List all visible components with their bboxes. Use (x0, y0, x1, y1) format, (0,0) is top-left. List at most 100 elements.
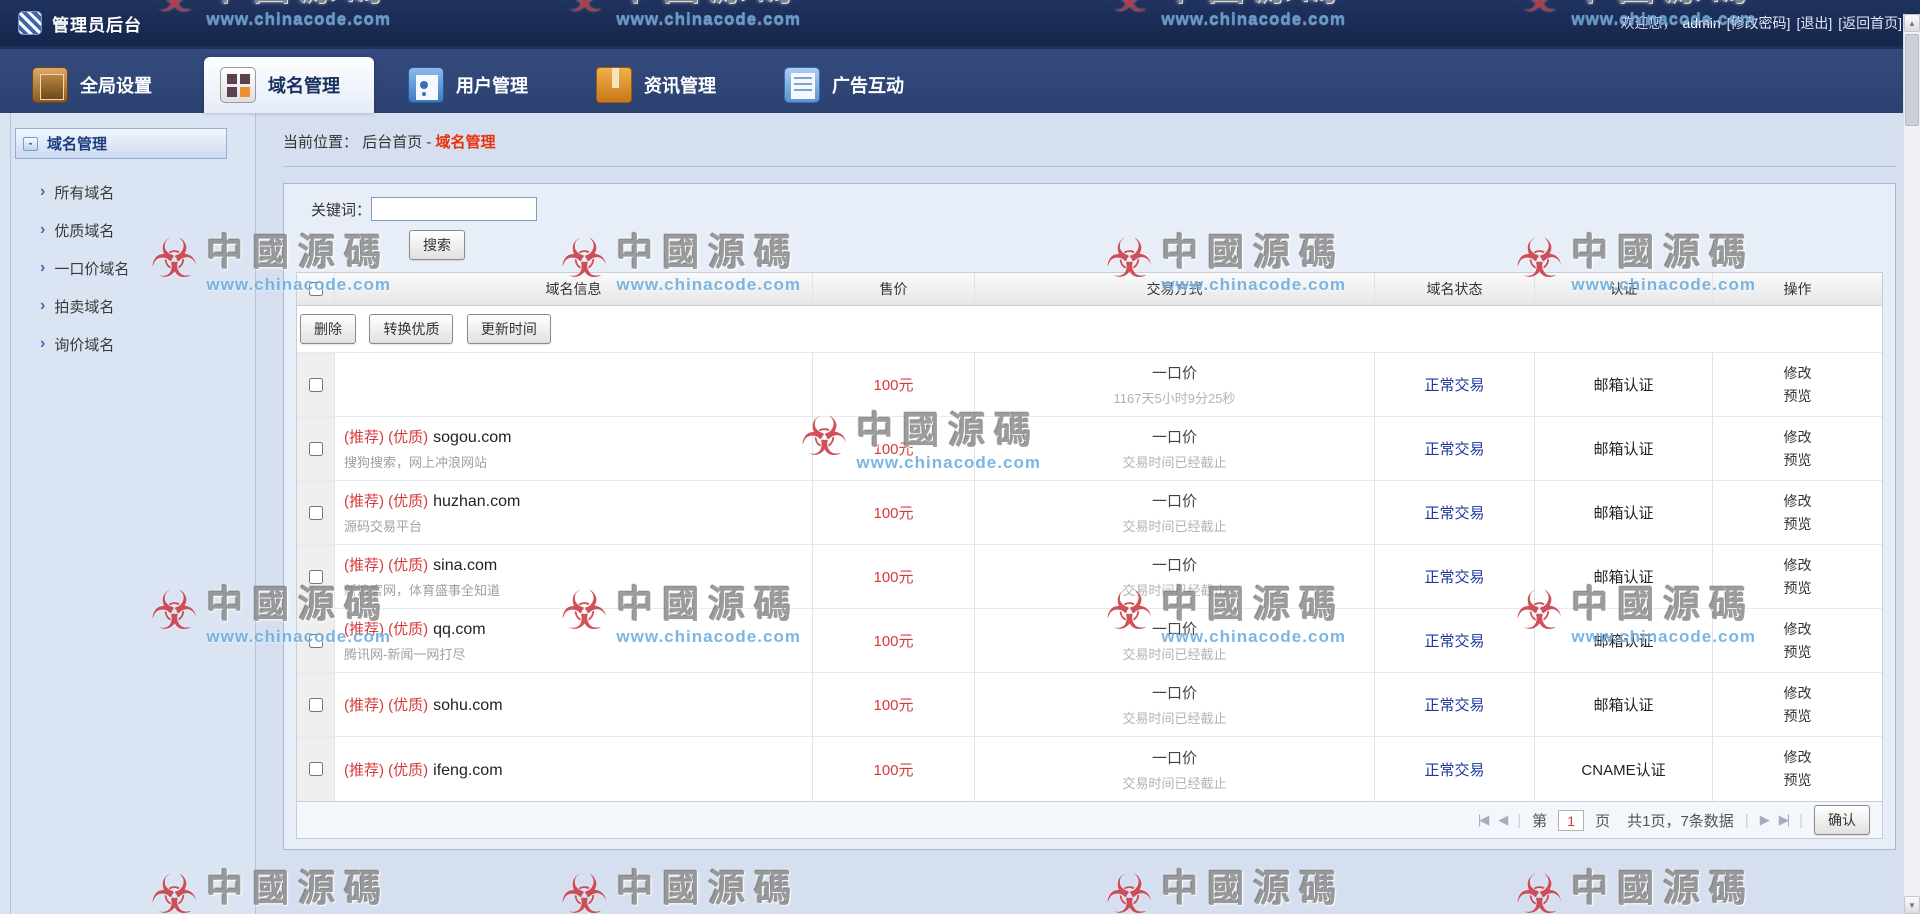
row-checkbox[interactable] (308, 505, 323, 520)
arrow-icon: › (40, 335, 46, 352)
sidebar-item-auction-domains[interactable]: › 拍卖域名 (40, 297, 115, 316)
tab-domain-management[interactable]: 域名管理 (204, 57, 374, 113)
search-button[interactable]: 搜索 (409, 230, 465, 260)
row-checkbox[interactable] (308, 569, 323, 584)
keyword-label: 关键词： (311, 201, 372, 219)
status-badge: 正常交易 (1375, 353, 1535, 416)
table-toolbar: 删除 转换优质 更新时间 (297, 306, 1882, 353)
preview-link[interactable]: 预览 (1783, 643, 1812, 660)
col-operations: 操作 (1783, 281, 1812, 297)
row-checkbox[interactable] (308, 441, 323, 456)
preview-link[interactable]: 预览 (1783, 451, 1812, 468)
tab-ad-interaction[interactable]: 广告互动 (768, 57, 938, 113)
sidebar: - 域名管理 › 所有域名 › 优质域名 › 一口价域名 › 拍卖域名 › 询价域名 (0, 113, 256, 914)
domain-tags: (推荐) (优质) (344, 429, 429, 446)
auth-type: 邮箱认证 (1535, 609, 1713, 672)
preview-link[interactable]: 预览 (1783, 579, 1812, 596)
welcome-text: 欢迎您， (1620, 15, 1677, 31)
price-value: 100元 (813, 609, 975, 672)
sidebar-header[interactable]: - 域名管理 (15, 128, 227, 159)
logout-link[interactable]: [退出] (1796, 15, 1833, 31)
domain-tags: (推荐) (优质) (344, 557, 429, 574)
convert-quality-button[interactable]: 转换优质 (369, 314, 454, 344)
sidebar-item-fixed-price-domains[interactable]: › 一口价域名 (40, 259, 130, 278)
sidebar-item-all-domains[interactable]: › 所有域名 (40, 183, 115, 202)
trade-type: 一口价 (1151, 749, 1197, 767)
preview-link[interactable]: 预览 (1783, 515, 1812, 532)
confirm-button[interactable]: 确认 (1814, 805, 1870, 835)
table-row: (推荐) (优质) qq.com 腾讯网-新闻一网打尽 100元 一口价 交易时间已经… (297, 609, 1882, 673)
pagination-divider: | (1799, 811, 1803, 829)
next-page-icon[interactable]: ▶ (1759, 812, 1770, 827)
row-checkbox-cell (297, 417, 335, 480)
global-settings-icon (32, 67, 68, 103)
keyword-input[interactable] (371, 197, 538, 221)
scrollbar-thumb[interactable] (1905, 34, 1919, 126)
user-bar: 欢迎您， admin [修改密码] [退出] [返回首页] (1621, 13, 1902, 33)
pagination-divider: | (1744, 811, 1749, 829)
back-home-link[interactable]: [返回首页] (1838, 15, 1902, 31)
first-page-icon[interactable]: |◀ (1477, 812, 1489, 827)
scroll-down-icon[interactable]: ▼ (1904, 896, 1920, 914)
auth-type: 邮箱认证 (1535, 545, 1713, 608)
arrow-icon: › (40, 259, 46, 276)
edit-link[interactable]: 修改 (1783, 492, 1812, 509)
brand: 管理员后台 (18, 11, 142, 36)
sidebar-item-quality-domains[interactable]: › 优质域名 (40, 221, 115, 240)
edit-link[interactable]: 修改 (1783, 364, 1812, 381)
prev-page-icon[interactable]: ◀ (1498, 812, 1508, 827)
edit-link[interactable]: 修改 (1783, 684, 1812, 701)
select-all-checkbox[interactable] (308, 282, 323, 296)
price-value: 100元 (813, 545, 975, 608)
domain-name: sogou.com (433, 429, 512, 446)
sidebar-item-inquiry-domains[interactable]: › 询价域名 (40, 335, 115, 354)
auth-type: 邮箱认证 (1535, 673, 1713, 736)
edit-link[interactable]: 修改 (1783, 620, 1812, 637)
tab-user-management[interactable]: 用户管理 (392, 57, 562, 113)
preview-link[interactable]: 预览 (1783, 387, 1812, 404)
table-row: (推荐) (优质) ifeng.com 100元 一口价 交易时间已经截止 正常交易… (297, 737, 1882, 801)
edit-link[interactable]: 修改 (1783, 749, 1812, 765)
table-row: (推荐) (优质) sogou.com 搜狗搜索，网上冲浪网站 100元 一口价 交易… (297, 417, 1882, 481)
row-checkbox-cell (297, 353, 335, 416)
edit-link[interactable]: 修改 (1783, 556, 1812, 573)
last-page-icon[interactable]: ▶| (1778, 812, 1790, 827)
page-number-input[interactable]: 1 (1558, 809, 1585, 831)
domain-tags: (推荐) (优质) (344, 621, 429, 638)
price-value: 100元 (813, 353, 975, 416)
domain-name: sina.com (433, 557, 498, 574)
row-checkbox[interactable] (308, 377, 323, 392)
table-header: 域名信息 售价 交易方式 域名状态 认证 操作 (297, 273, 1882, 306)
table-row: 100元 一口价 1167天5小时9分25秒 正常交易 邮箱认证 修改 预览 (297, 353, 1882, 417)
tab-news-management[interactable]: 资讯管理 (580, 57, 750, 113)
edit-link[interactable]: 修改 (1783, 428, 1812, 445)
table-row: (推荐) (优质) sohu.com 100元 一口价 交易时间已经截止 正常交易 … (297, 673, 1882, 737)
trade-type: 一口价 (1151, 365, 1197, 382)
row-checkbox[interactable] (308, 633, 323, 648)
breadcrumb-home-link[interactable]: 后台首页 (362, 134, 423, 151)
domain-desc: 搜狗搜索，网上冲浪网站 (344, 455, 488, 470)
domain-tags: (推荐) (优质) (344, 761, 429, 779)
row-checkbox[interactable] (308, 762, 323, 776)
scroll-up-icon[interactable]: ▲ (1904, 14, 1920, 32)
row-checkbox-cell (297, 481, 335, 544)
col-trade-mode: 交易方式 (975, 273, 1375, 305)
pagination: |◀ ◀ | 第 1 页 共1页，7条数据 | ▶ ▶| | 确认 (296, 802, 1883, 839)
domain-management-icon (220, 67, 256, 103)
delete-button[interactable]: 删除 (300, 314, 356, 344)
collapse-icon[interactable]: - (23, 136, 38, 151)
tab-global-settings[interactable]: 全局设置 (16, 57, 186, 113)
arrow-icon: › (40, 297, 46, 314)
scrollbar[interactable]: ▲ ▼ (1903, 14, 1920, 914)
table-row: (推荐) (优质) sina.com 新浪官网，体育盛事全知道 100元 一口价 交易… (297, 545, 1882, 609)
row-checkbox-cell (297, 609, 335, 672)
change-password-link[interactable]: [修改密码] (1726, 15, 1791, 31)
trade-deadline: 交易时间已经截止 (1122, 519, 1227, 534)
row-checkbox[interactable] (308, 697, 323, 712)
trade-deadline: 交易时间已经截止 (1122, 583, 1227, 598)
preview-link[interactable]: 预览 (1783, 707, 1812, 724)
breadcrumb-current: 域名管理 (435, 134, 496, 151)
preview-link[interactable]: 预览 (1783, 772, 1812, 788)
update-time-button[interactable]: 更新时间 (466, 314, 551, 344)
status-badge: 正常交易 (1375, 481, 1535, 544)
